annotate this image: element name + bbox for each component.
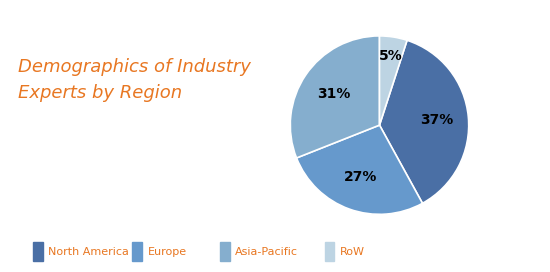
Text: Demographics of Industry
Experts by Region: Demographics of Industry Experts by Regi…	[19, 58, 251, 103]
Bar	[132, 242, 142, 261]
Text: 5%: 5%	[378, 50, 402, 63]
Bar	[220, 242, 230, 261]
Wedge shape	[296, 125, 422, 214]
Text: North America: North America	[48, 247, 129, 256]
Text: 27%: 27%	[344, 170, 377, 184]
Text: Europe: Europe	[147, 247, 186, 256]
Wedge shape	[290, 36, 380, 158]
Text: 31%: 31%	[317, 87, 350, 101]
Bar	[324, 242, 334, 261]
Wedge shape	[379, 40, 469, 203]
Text: Asia-Pacific: Asia-Pacific	[235, 247, 299, 256]
Text: RoW: RoW	[340, 247, 365, 256]
Text: 37%: 37%	[421, 113, 454, 127]
Wedge shape	[379, 36, 407, 125]
Bar	[33, 242, 43, 261]
